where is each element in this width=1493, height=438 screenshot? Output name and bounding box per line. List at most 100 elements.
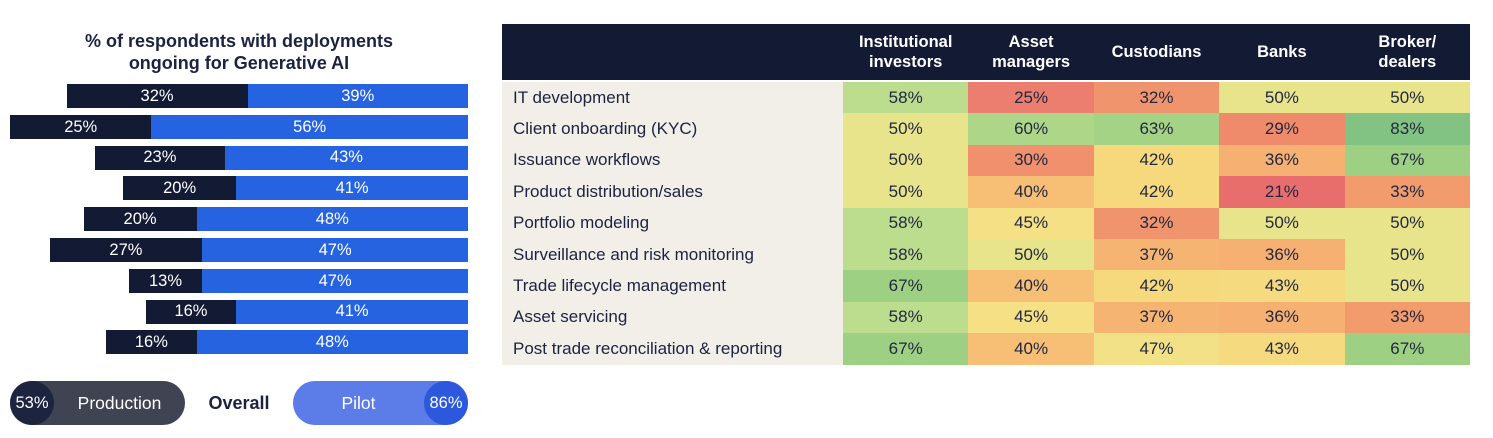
heatmap-cell: 36%	[1219, 144, 1345, 177]
heatmap-cell: 50%	[1344, 270, 1470, 302]
overall-label: Overall	[208, 392, 270, 413]
pilot-segment: 41%	[236, 299, 468, 324]
heatmap-cell: 58%	[843, 82, 969, 114]
heatmap-cell: 37%	[1093, 301, 1220, 334]
bar-row: 13% 47%	[10, 268, 468, 293]
pilot-segment: 48%	[196, 330, 468, 355]
heatmap-cell: 60%	[968, 113, 1094, 145]
heatmap-cell: 21%	[1219, 176, 1345, 208]
heatmap-row: Product distribution/sales 50% 40% 42% 21% 33…	[502, 176, 1470, 208]
heatmap-table: Institutional investors Asset managers Cus…	[502, 24, 1470, 365]
heatmap-cell: 50%	[1219, 207, 1345, 239]
legend-pilot-pill: Pilot 86%	[292, 381, 468, 425]
heatmap-row: Issuance workflows 50% 30% 42% 36% 67%	[502, 144, 1470, 177]
column-header: Asset managers	[992, 32, 1071, 71]
row-label: Surveillance and risk monitoring	[502, 238, 843, 271]
heatmap-cell: 67%	[1344, 333, 1470, 365]
heatmap-cell: 32%	[1093, 207, 1220, 239]
row-label: Portfolio modeling	[502, 207, 843, 239]
production-segment: 16%	[106, 330, 197, 355]
heatmap-cell: 42%	[1093, 144, 1220, 177]
heatmap-cell: 33%	[1344, 301, 1470, 334]
heatmap-cell: 67%	[843, 333, 969, 365]
heatmap-cell: 83%	[1344, 113, 1470, 145]
heatmap-cell: 50%	[1344, 238, 1470, 271]
bar-row: 32% 39%	[10, 84, 468, 108]
heatmap-cell: 40%	[968, 333, 1094, 365]
production-segment: 20%	[123, 176, 237, 201]
row-label: IT development	[502, 82, 843, 114]
bar-row: 16% 48%	[10, 330, 468, 355]
heatmap-cell: 33%	[1344, 176, 1470, 208]
column-header: Custodians	[1111, 42, 1202, 61]
bar-row: 20% 41%	[10, 176, 468, 201]
pilot-legend-label: Pilot	[341, 392, 376, 413]
heatmap-cell: 67%	[1344, 144, 1470, 177]
heatmap-cell: 50%	[1344, 82, 1470, 114]
heatmap-cell: 42%	[1093, 270, 1220, 302]
pilot-segment: 56%	[151, 114, 468, 139]
heatmap-row: Post trade reconciliation & reporting 67%…	[502, 333, 1470, 365]
heatmap-row: Trade lifecycle management 67% 40% 42% 43% 50…	[502, 270, 1470, 302]
production-segment: 23%	[94, 145, 225, 170]
heatmap-cell: 42%	[1093, 176, 1220, 208]
production-segment: 25%	[10, 114, 152, 139]
heatmap-row: Surveillance and risk monitoring 58% 50% 37…	[502, 238, 1470, 271]
legend-production-pill: 53% Production	[10, 381, 185, 425]
heatmap-cell: 45%	[968, 207, 1094, 239]
column-header: Banks	[1257, 42, 1307, 61]
row-label: Asset servicing	[502, 301, 843, 334]
heatmap-cell: 43%	[1219, 333, 1345, 365]
heatmap-cell: 50%	[843, 144, 969, 177]
chart-title-line-2: ongoing for Generative AI	[128, 52, 350, 73]
bar-row: 25% 56%	[10, 114, 468, 139]
pilot-segment: 39%	[247, 84, 468, 108]
chart-legend: 53% Production Overall Pilot 86%	[10, 381, 468, 425]
production-segment: 16%	[145, 299, 237, 324]
production-legend-label: Production	[77, 392, 162, 413]
chart-title: % of respondents with deployments ongoin…	[10, 31, 468, 75]
heatmap-cell: 50%	[843, 176, 969, 208]
heatmap-cell: 47%	[1093, 333, 1220, 365]
heatmap-row: Portfolio modeling 58% 45% 32% 50% 50%	[502, 207, 1470, 239]
heatmap-cell: 32%	[1093, 82, 1220, 114]
heatmap-row: Client onboarding (KYC) 50% 60% 63% 29% 83%	[502, 113, 1470, 145]
production-segment: 32%	[66, 84, 248, 108]
heatmap-cell: 43%	[1219, 270, 1345, 302]
heatmap-cell: 36%	[1219, 238, 1345, 271]
pilot-segment: 48%	[196, 207, 468, 232]
row-label: Trade lifecycle management	[502, 270, 843, 302]
column-header: Broker/ dealers	[1378, 32, 1437, 71]
pilot-percent-badge: 86%	[423, 381, 468, 425]
bar-row: 27% 47%	[10, 237, 468, 262]
row-label: Client onboarding (KYC)	[502, 113, 843, 145]
heatmap-cell: 50%	[1219, 82, 1345, 114]
heatmap-cell: 58%	[843, 238, 969, 271]
heatmap-cell: 45%	[968, 301, 1094, 334]
heatmap-cell: 29%	[1219, 113, 1345, 145]
row-label: Issuance workflows	[502, 144, 843, 177]
heatmap-cell: 36%	[1219, 301, 1345, 334]
production-segment: 27%	[49, 237, 203, 262]
production-percent-badge: 53%	[10, 381, 54, 425]
pilot-segment: 43%	[224, 145, 468, 170]
heatmap-cell: 50%	[843, 113, 969, 145]
production-segment: 13%	[128, 268, 203, 293]
heatmap-cell: 40%	[968, 270, 1094, 302]
bar-row: 20% 48%	[10, 207, 468, 232]
chart-title-line-1: % of respondents with deployments	[84, 31, 394, 51]
heatmap-cell: 58%	[843, 301, 969, 334]
column-header: Institutional investors	[858, 32, 953, 71]
heatmap-cell: 30%	[968, 144, 1094, 177]
heatmap-cell: 58%	[843, 207, 969, 239]
heatmap-cell: 37%	[1093, 238, 1220, 271]
heatmap-cell: 67%	[843, 270, 969, 302]
row-label: Product distribution/sales	[502, 176, 843, 208]
pilot-segment: 47%	[202, 237, 468, 262]
heatmap-header-row: Institutional investors Asset managers Cus…	[502, 24, 1470, 80]
heatmap-cell: 50%	[968, 238, 1094, 271]
heatmap-body: IT development 58% 25% 32% 50% 50% Client onbo…	[502, 82, 1470, 365]
production-segment: 20%	[83, 207, 197, 232]
bar-row: 23% 43%	[10, 145, 468, 170]
